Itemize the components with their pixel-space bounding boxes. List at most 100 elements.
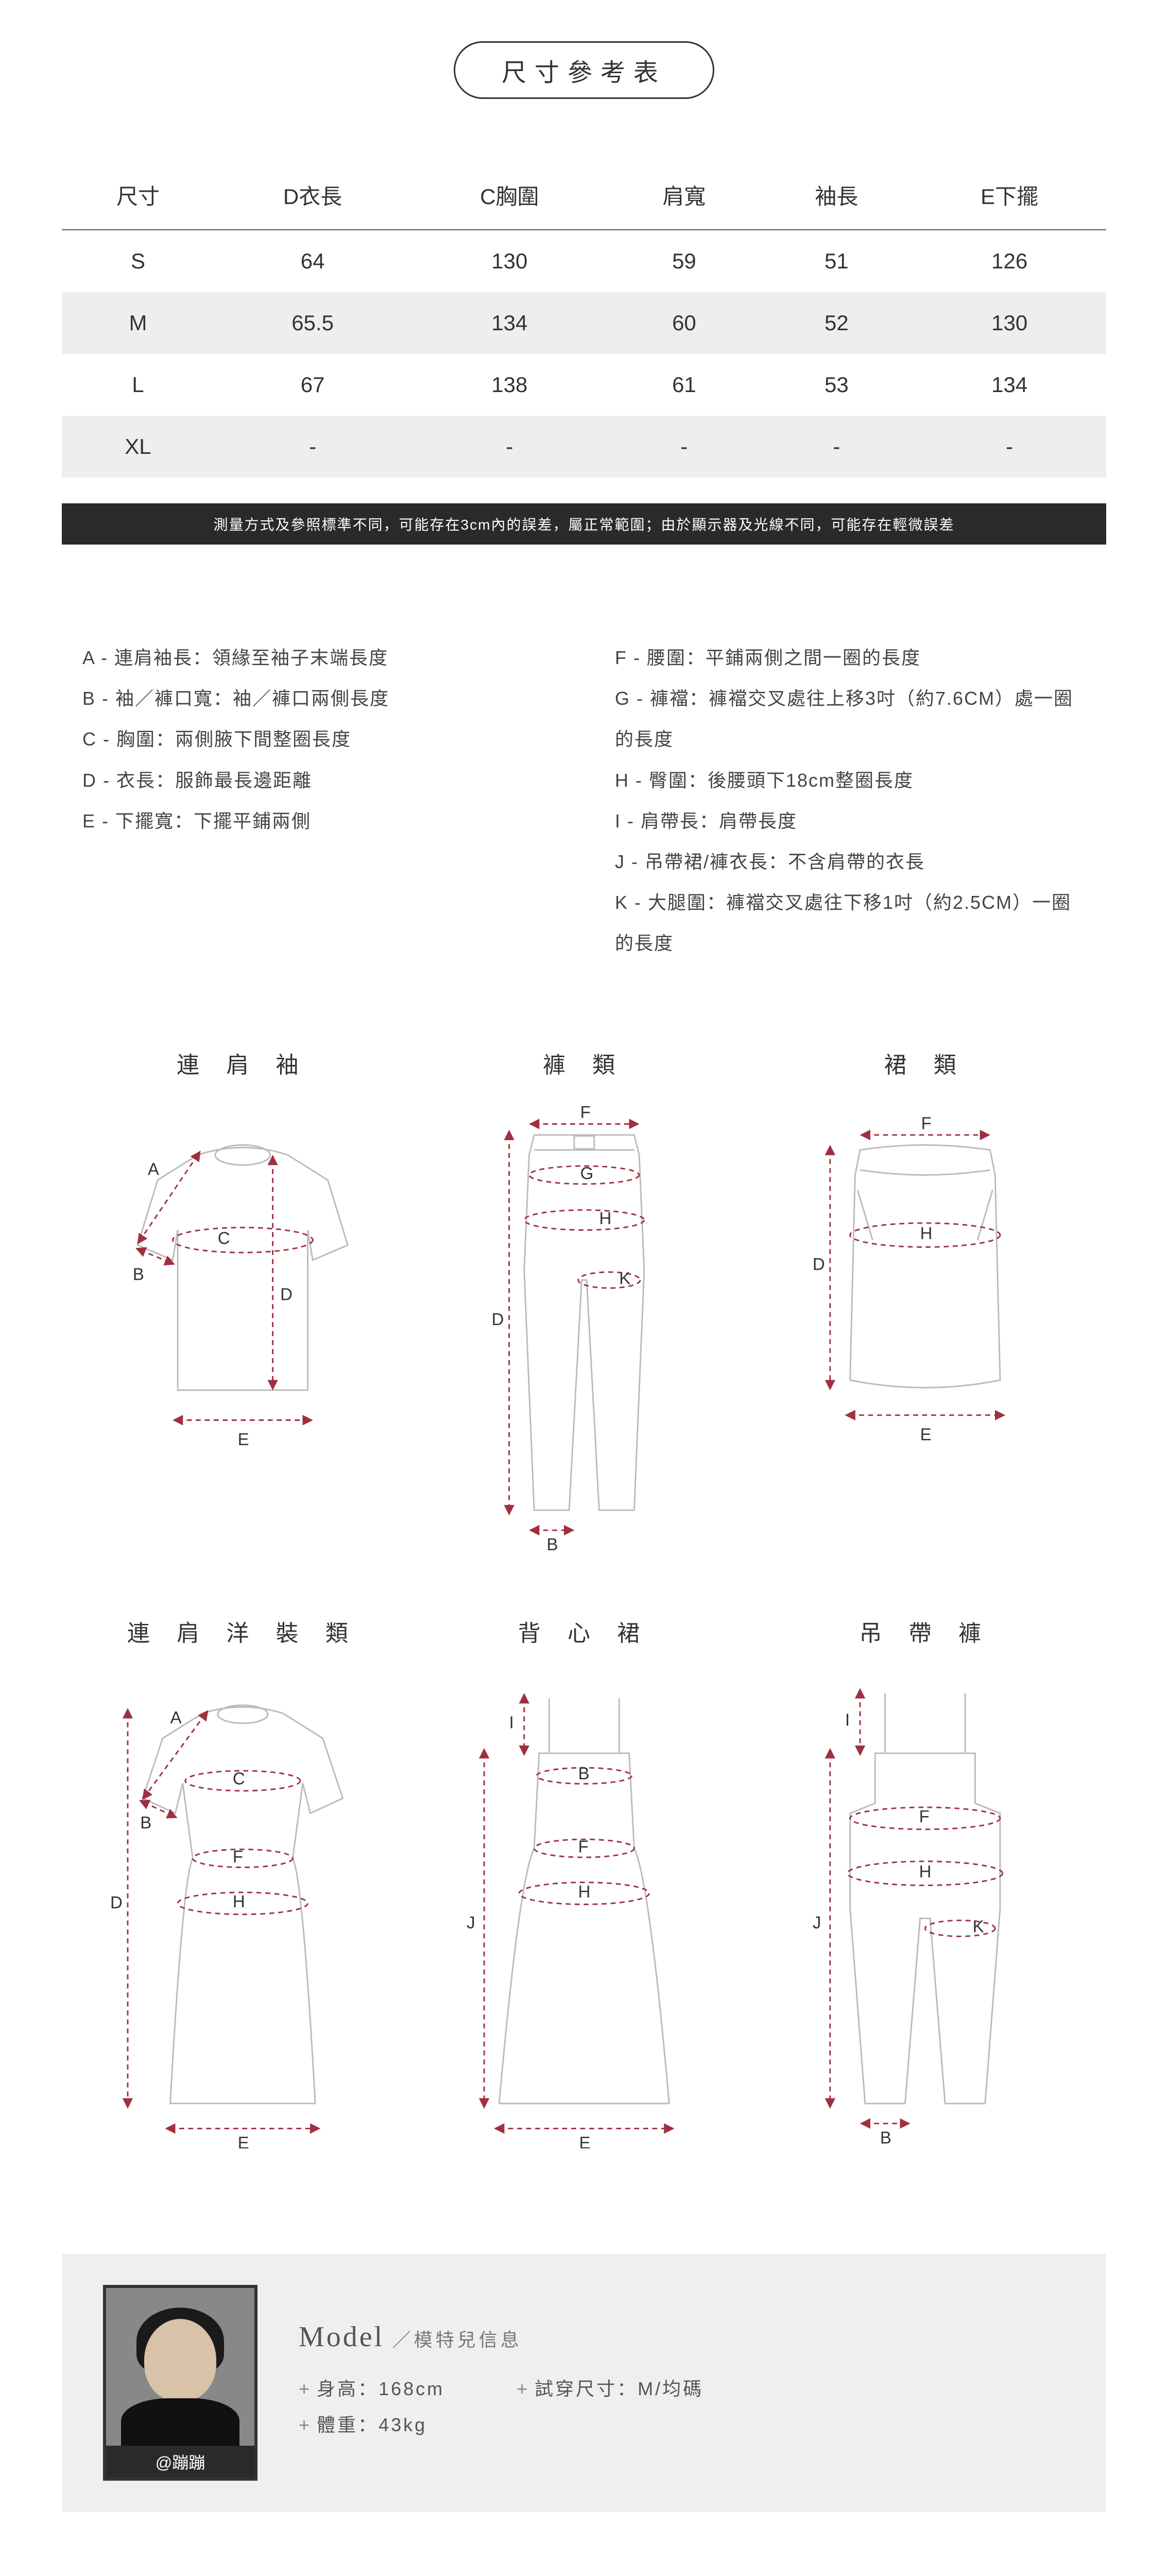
table-cell: 130 <box>411 230 608 292</box>
table-header-row: 尺寸 D衣長 C胸圍 肩寬 袖長 E下擺 <box>62 161 1106 230</box>
svg-text:H: H <box>920 1223 933 1242</box>
svg-text:I: I <box>845 1710 850 1729</box>
legend-H: H - 臀圍：後腰頭下18cm整圈長度 <box>615 760 1086 801</box>
svg-text:C: C <box>233 1769 245 1788</box>
diagram-grid: 連 肩 袖 A B C D E <box>62 1046 1106 2151</box>
svg-text:K: K <box>973 1917 984 1936</box>
svg-text:F: F <box>919 1807 930 1826</box>
table-cell: 134 <box>411 292 608 354</box>
model-trysize: +試穿尺寸：M/均碼 <box>517 2374 703 2401</box>
table-row: XL----- <box>62 416 1106 478</box>
svg-text:D: D <box>813 1255 825 1274</box>
svg-text:C: C <box>218 1228 230 1247</box>
svg-text:E: E <box>579 2133 590 2148</box>
legend-F: F - 腰圍：平鋪兩側之間一圈的長度 <box>615 637 1086 678</box>
svg-text:F: F <box>578 1837 588 1856</box>
col-length: D衣長 <box>214 161 411 230</box>
svg-text:H: H <box>599 1208 611 1227</box>
diagram-title: 裙 類 <box>775 1046 1075 1079</box>
diagram-title: 褲 類 <box>434 1046 734 1079</box>
table-cell: 138 <box>411 354 608 416</box>
table-cell: 51 <box>760 230 913 292</box>
model-height: +身高：168cm <box>299 2374 444 2401</box>
legend-col-right: F - 腰圍：平鋪兩側之間一圈的長度 G - 褲襠：褲襠交叉處往上移3吋（約7.… <box>615 637 1086 964</box>
svg-text:E: E <box>238 1430 249 1449</box>
svg-text:J: J <box>813 1912 821 1931</box>
svg-text:E: E <box>920 1425 932 1444</box>
model-handle: @蹦蹦 <box>106 2446 254 2478</box>
diagram-cami-dress: 背 心 裙 I B F H J E <box>434 1615 734 2151</box>
table-cell: M <box>62 292 214 354</box>
col-size: 尺寸 <box>62 161 214 230</box>
cami-dress-icon: I B F H J E <box>434 1668 734 2148</box>
svg-text:B: B <box>140 1812 151 1832</box>
legend-E: E - 下擺寬：下擺平鋪兩側 <box>82 801 553 841</box>
table-cell: 60 <box>608 292 760 354</box>
table-cell: 130 <box>913 292 1106 354</box>
diagram-title: 吊 帶 褲 <box>775 1615 1075 1648</box>
model-weight: +體重：43kg <box>299 2410 427 2437</box>
measurement-note: 測量方式及參照標準不同，可能存在3cm內的誤差，屬正常範圍；由於顯示器及光線不同… <box>62 503 1106 545</box>
col-hem: E下擺 <box>913 161 1106 230</box>
svg-text:H: H <box>578 1882 590 1901</box>
col-chest: C胸圍 <box>411 161 608 230</box>
legend-col-left: A - 連肩袖長：領緣至袖子末端長度 B - 袖／褲口寬：袖／褲口兩側長度 C … <box>82 637 553 964</box>
legend: A - 連肩袖長：領緣至袖子末端長度 B - 袖／褲口寬：袖／褲口兩側長度 C … <box>62 637 1106 964</box>
skirt-icon: F H D E <box>775 1100 1075 1460</box>
svg-text:J: J <box>467 1912 475 1931</box>
size-table: 尺寸 D衣長 C胸圍 肩寬 袖長 E下擺 S641305951126M65.51… <box>62 161 1106 478</box>
legend-G: G - 褲襠：褲襠交叉處往上移3吋（約7.6CM）處一圈的長度 <box>615 678 1086 759</box>
svg-text:A: A <box>170 1707 182 1726</box>
legend-C: C - 胸圍：兩側腋下間整圈長度 <box>82 719 553 759</box>
svg-text:H: H <box>233 1892 245 1911</box>
svg-text:D: D <box>110 1893 123 1912</box>
pants-icon: F G H K D B <box>434 1100 734 1550</box>
page-title: 尺寸參考表 <box>454 41 714 99</box>
legend-J: J - 吊帶裙/褲衣長：不含肩帶的衣長 <box>615 841 1086 882</box>
table-cell: 59 <box>608 230 760 292</box>
svg-text:E: E <box>238 2133 249 2148</box>
legend-D: D - 衣長：服飾最長邊距離 <box>82 760 553 801</box>
legend-I: I - 肩帶長：肩帶長度 <box>615 801 1086 841</box>
diagram-overalls: 吊 帶 褲 I F H K J B <box>775 1615 1075 2151</box>
model-heading: Model ／模特兒信息 <box>299 2319 1065 2353</box>
model-text: Model ／模特兒信息 +身高：168cm +試穿尺寸：M/均碼 +體重：43… <box>299 2319 1065 2446</box>
legend-A: A - 連肩袖長：領緣至袖子末端長度 <box>82 637 553 678</box>
diagram-title: 背 心 裙 <box>434 1615 734 1648</box>
svg-text:B: B <box>880 2128 891 2147</box>
diagram-raglan-top: 連 肩 袖 A B C D E <box>93 1046 393 1553</box>
table-cell: 67 <box>214 354 411 416</box>
overalls-icon: I F H K J B <box>775 1668 1075 2148</box>
svg-text:F: F <box>580 1102 590 1121</box>
table-row: S641305951126 <box>62 230 1106 292</box>
diagram-raglan-dress: 連 肩 洋 裝 類 A B C F H D E <box>93 1615 393 2151</box>
table-cell: 53 <box>760 354 913 416</box>
svg-text:B: B <box>578 1764 589 1783</box>
diagram-title: 連 肩 洋 裝 類 <box>93 1615 393 1648</box>
table-row: L671386153134 <box>62 354 1106 416</box>
legend-K: K - 大腿圍：褲襠交叉處往下移1吋（約2.5CM）一圈的長度 <box>615 882 1086 963</box>
svg-text:B: B <box>546 1535 558 1550</box>
size-table-body: S641305951126M65.51346052130L67138615313… <box>62 230 1106 478</box>
svg-text:H: H <box>919 1861 932 1880</box>
svg-text:D: D <box>491 1310 504 1329</box>
table-cell: XL <box>62 416 214 478</box>
table-cell: 61 <box>608 354 760 416</box>
table-cell: - <box>913 416 1106 478</box>
svg-text:I: I <box>509 1713 513 1732</box>
table-cell: - <box>214 416 411 478</box>
svg-text:A: A <box>148 1159 159 1178</box>
col-sleeve: 袖長 <box>760 161 913 230</box>
diagram-title: 連 肩 袖 <box>93 1046 393 1079</box>
model-stats: +身高：168cm +試穿尺寸：M/均碼 +體重：43kg <box>299 2374 1065 2437</box>
raglan-dress-icon: A B C F H D E <box>93 1668 393 2148</box>
raglan-top-icon: A B C D E <box>93 1100 393 1460</box>
table-cell: - <box>760 416 913 478</box>
table-cell: 52 <box>760 292 913 354</box>
table-cell: 64 <box>214 230 411 292</box>
table-cell: S <box>62 230 214 292</box>
svg-text:F: F <box>233 1846 243 1866</box>
svg-text:D: D <box>280 1284 293 1303</box>
svg-text:B: B <box>133 1264 144 1283</box>
table-cell: - <box>411 416 608 478</box>
